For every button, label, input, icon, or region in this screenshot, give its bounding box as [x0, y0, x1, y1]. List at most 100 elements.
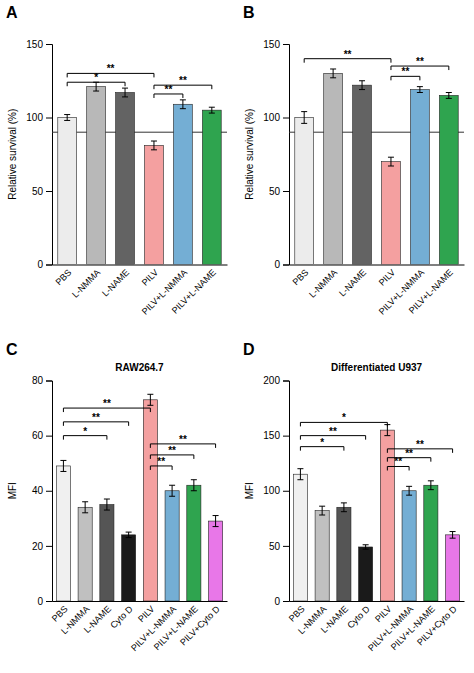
panel: 050100150200PBSL-NMMAL-NAMECyto DPILVPIL…: [243, 341, 465, 654]
error-bar: [126, 532, 132, 538]
y-tick: 200: [263, 375, 289, 386]
x-tick: PILV+Cyto D: [415, 601, 459, 647]
bar: [56, 466, 70, 601]
bar: [122, 535, 136, 601]
panel: 050100150PBSL-NMMAL-NAMEPILVPILV+L-NMMAP…: [6, 4, 228, 317]
y-axis-line: [46, 381, 53, 602]
y-tick: 150: [26, 39, 52, 50]
bar: [424, 485, 438, 601]
bar: [402, 491, 416, 601]
significance-label: *: [320, 437, 324, 448]
subtitle: RAW264.7: [115, 362, 164, 373]
y-tick-label: 100: [263, 485, 280, 496]
bar: [337, 507, 351, 601]
x-tick-label: L-NMMA: [307, 267, 339, 299]
x-tick: PILV+Cyto D: [178, 601, 222, 647]
y-tick-label: 40: [32, 485, 44, 496]
error-bar: [359, 81, 365, 90]
significance-labels: *******: [94, 63, 187, 95]
plot-area: [56, 394, 222, 601]
bar: [145, 145, 164, 264]
y-tick-mark: [46, 191, 52, 192]
significance-label: **: [344, 49, 352, 60]
significance-label: **: [179, 75, 187, 86]
y-tick-label: 0: [37, 596, 43, 607]
x-tick-label: PILV+L-NAME: [170, 267, 218, 315]
x-axis-line: [290, 265, 465, 266]
plot-area: [293, 422, 459, 601]
bar: [293, 474, 307, 601]
error-bar: [417, 87, 423, 93]
y-tick: 100: [263, 112, 289, 123]
y-tick-label: 150: [26, 39, 43, 50]
y-tick: 150: [263, 430, 289, 441]
y-tick-mark: [283, 265, 289, 266]
bar: [382, 162, 401, 265]
y-tick-label: 50: [269, 541, 281, 552]
panel-label: D: [243, 341, 255, 358]
significance-label: **: [329, 426, 337, 437]
error-bar: [64, 115, 70, 121]
y-tick-label: 50: [269, 186, 281, 197]
error-bar: [60, 460, 66, 471]
y-tick-mark: [46, 491, 52, 492]
y-axis: 050100150: [26, 39, 52, 271]
y-tick-label: 0: [274, 259, 280, 270]
y-tick: 50: [269, 541, 289, 552]
y-tick-mark: [283, 436, 289, 437]
x-axis: PBSL-NMMAL-NAMEPILVPILV+L-NMMAPILV+L-NAM…: [53, 265, 228, 317]
x-tick: PBS: [54, 265, 74, 288]
error-bar: [180, 100, 186, 109]
y-tick-label: 150: [263, 430, 280, 441]
bar: [202, 110, 221, 264]
error-bar: [330, 69, 336, 78]
y-tick: 0: [274, 259, 289, 270]
significance-label: **: [107, 63, 115, 74]
panel: 020406080PBSL-NMMAL-NAMECyto DPILVPILV+L…: [6, 341, 228, 654]
bar: [295, 118, 314, 265]
x-tick: PILV: [140, 265, 160, 288]
significance-label: *: [342, 412, 346, 423]
x-tick: PILV: [377, 265, 397, 288]
y-tick: 100: [26, 112, 52, 123]
y-tick: 100: [263, 485, 289, 496]
x-tick: PILV+L-NAME: [170, 265, 218, 316]
y-tick-mark: [283, 118, 289, 119]
y-axis-title: Relative survival (%): [244, 109, 255, 200]
error-bar: [428, 481, 434, 490]
x-tick-label: L-NAME: [319, 604, 350, 635]
x-tick: L-NMMA: [70, 265, 102, 300]
x-tick-label: L-NAME: [100, 267, 131, 298]
significance-labels: **********: [320, 412, 424, 467]
x-tick: PBS: [291, 265, 311, 288]
subtitle: Differentiated U937: [331, 362, 423, 373]
y-axis-line: [46, 45, 53, 266]
figure: 050100150PBSL-NMMAL-NAMEPILVPILV+L-NMMAP…: [0, 0, 474, 673]
significance-label: **: [168, 445, 176, 456]
significance-label: **: [157, 456, 165, 467]
x-tick-label: PBS: [54, 267, 74, 287]
x-axis-line: [290, 601, 465, 602]
error-bar: [341, 503, 347, 512]
x-axis-line: [53, 601, 228, 602]
y-tick-mark: [46, 44, 52, 45]
y-tick-mark: [283, 601, 289, 602]
error-bar: [446, 93, 452, 99]
error-bar: [213, 516, 219, 527]
significance-label: **: [165, 84, 173, 95]
y-tick-mark: [46, 546, 52, 547]
bar: [143, 400, 157, 601]
error-bar: [388, 157, 394, 166]
y-tick-label: 20: [32, 541, 44, 552]
significance-label: **: [405, 448, 413, 459]
error-bar: [363, 545, 369, 549]
y-tick-mark: [46, 265, 52, 266]
error-bar: [406, 486, 412, 495]
significance-label: **: [394, 456, 402, 467]
y-tick: 80: [32, 375, 52, 386]
y-tick-mark: [283, 44, 289, 45]
significance-label: *: [83, 426, 87, 437]
panel-label: A: [6, 4, 18, 21]
x-tick: Cyto D: [108, 601, 135, 630]
y-tick-mark: [46, 601, 52, 602]
